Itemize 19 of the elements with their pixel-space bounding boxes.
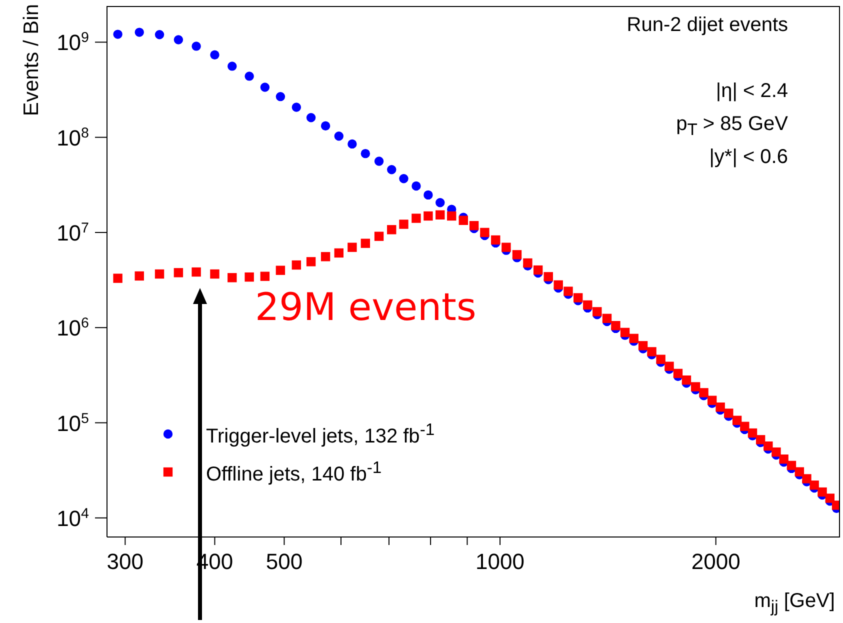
annotation: |η| < 2.4 [716,80,788,103]
y-tick-label: 10$^{7}$ [56,220,90,246]
y-tick-label: 10$^{4}$ [56,506,90,531]
x-tick-label: 1000 [476,549,524,574]
x-axis-title: m$_{jj}$ [GeV] [754,590,835,617]
y-tick-label: 10$^{6}$ [56,316,90,341]
legend-label: Trigger-level jets, 132 fb$^{-1}$ [206,420,435,448]
x-tick-label: 500 [266,549,303,574]
x-tick-label: 2000 [691,549,740,574]
annotation: |y*| < 0.6 [709,146,788,169]
y-tick-label: 10$^{9}$ [56,30,90,56]
x-tick-label: 300 [106,549,144,574]
y-tick-label: 10$^{8}$ [56,125,90,150]
annotation: p$_{T}$ > 85 GeV [676,113,788,140]
y-axis-title: Events / Bin [20,4,44,116]
annotation: 29M events [255,285,476,329]
legend-label: Offline jets, 140 fb$^{-1}$ [206,458,382,486]
y-tick-label: 10$^{5}$ [56,410,90,436]
annotation: Run-2 dijet events [626,14,788,37]
